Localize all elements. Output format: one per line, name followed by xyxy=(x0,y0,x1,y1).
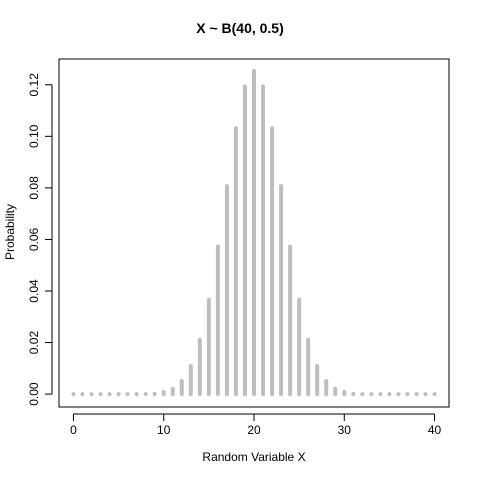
y-tick-label-6: 0.12 xyxy=(27,73,41,97)
y-tick-label-4: 0.08 xyxy=(27,176,41,200)
y-tick-label-2: 0.04 xyxy=(27,279,41,303)
y-tick-label-1: 0.02 xyxy=(27,331,41,355)
x-axis-label: Random Variable X xyxy=(202,450,306,464)
x-axis: 0 10 20 30 40 xyxy=(70,413,442,437)
plot-frame xyxy=(58,58,450,408)
y-tick-label-5: 0.10 xyxy=(27,124,41,148)
chart-title: X ~ B(40, 0.5) xyxy=(196,20,284,36)
y-tick-label-0: 0.00 xyxy=(27,382,41,406)
y-axis: 0.00 0.02 0.04 0.06 0.08 0.10 0.12 xyxy=(27,73,53,406)
x-tick-label-10: 10 xyxy=(157,423,171,437)
x-tick-label-30: 30 xyxy=(338,423,352,437)
bar-group xyxy=(71,68,437,397)
x-tick-label-0: 0 xyxy=(70,423,77,437)
x-tick-label-40: 40 xyxy=(428,423,442,437)
x-tick-label-20: 20 xyxy=(247,423,261,437)
y-tick-label-3: 0.06 xyxy=(27,227,41,251)
